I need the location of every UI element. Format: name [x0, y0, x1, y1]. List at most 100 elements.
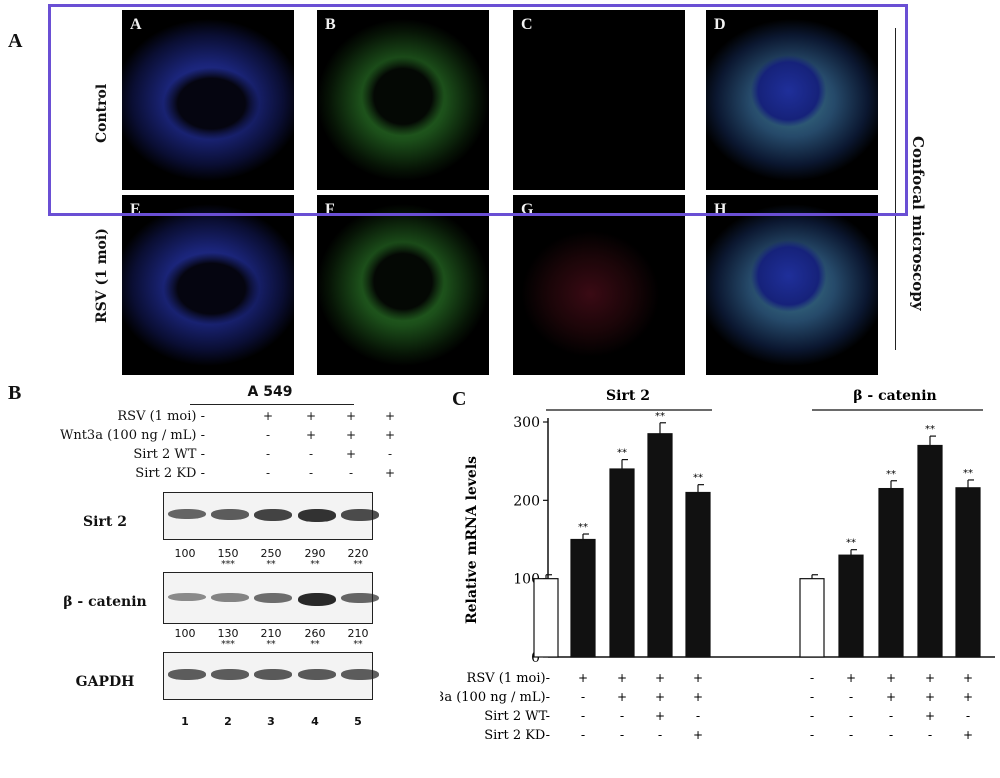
- wb-condition-mark: +: [384, 409, 396, 423]
- significance-mark: **: [617, 448, 627, 459]
- condition-mark: +: [886, 671, 896, 685]
- wb-quant-value: 150: [217, 547, 239, 560]
- wb-significance: **: [266, 560, 276, 570]
- condition-mark: -: [810, 709, 814, 723]
- wb-condition-mark: +: [345, 428, 357, 442]
- condition-mark: -: [928, 728, 932, 742]
- significance-mark: **: [886, 469, 896, 480]
- wb-quant-value: 210: [347, 627, 369, 640]
- bar: [570, 538, 596, 658]
- condition-mark: +: [617, 690, 627, 704]
- condition-mark: +: [655, 671, 665, 685]
- wb-lane-number: 1: [181, 715, 189, 728]
- wb-condition-label: Wnt3a (100 ng / mL) -: [59, 428, 205, 443]
- wb-significance: ***: [221, 640, 235, 650]
- significance-mark: **: [578, 522, 588, 533]
- condition-mark: -: [810, 671, 814, 685]
- wb-significance: **: [266, 640, 276, 650]
- y-axis-label: Relative mRNA levels: [464, 456, 480, 624]
- micrograph-label: A: [130, 16, 142, 33]
- condition-mark: -: [966, 709, 970, 723]
- condition-mark: -: [889, 709, 893, 723]
- group-title: Sirt 2: [606, 388, 650, 404]
- wb-band: [211, 593, 249, 602]
- condition-mark: +: [693, 728, 703, 742]
- side-bracket-line: [895, 28, 896, 350]
- condition-mark: +: [617, 671, 627, 685]
- wb-quant-value: 220: [347, 547, 369, 560]
- bar: [878, 487, 904, 658]
- y-tick-label: 200: [513, 493, 540, 509]
- wb-quant-value: 250: [260, 547, 282, 560]
- condition-mark: -: [849, 728, 853, 742]
- condition-mark: +: [963, 728, 973, 742]
- micrograph-label: C: [521, 16, 533, 33]
- wb-lane-number: 4: [311, 715, 319, 728]
- bar: [799, 578, 825, 658]
- micrograph-label: F: [325, 201, 335, 218]
- condition-mark: +: [963, 671, 973, 685]
- condition-mark: +: [925, 671, 935, 685]
- wb-band: [254, 669, 292, 680]
- wb-condition-mark: +: [384, 466, 396, 480]
- wb-condition-label: RSV (1 moi) -: [117, 409, 205, 424]
- wb-significance: **: [310, 560, 320, 570]
- y-tick-label: 0: [531, 650, 540, 666]
- wb-blot-label: GAPDH: [75, 674, 135, 690]
- condition-mark: +: [693, 690, 703, 704]
- wb-blot-image: [163, 572, 379, 624]
- panel-b-letter: B: [8, 382, 22, 404]
- wb-condition-mark: -: [265, 466, 271, 480]
- wb-condition-mark: +: [345, 447, 357, 461]
- condition-mark: +: [578, 671, 588, 685]
- significance-mark: **: [655, 411, 665, 422]
- wb-quant-value: 290: [304, 547, 326, 560]
- wb-significance: **: [353, 640, 363, 650]
- condition-mark: +: [925, 690, 935, 704]
- wb-significance: ***: [221, 560, 235, 570]
- wb-condition-mark: -: [308, 466, 314, 480]
- micrograph-label: D: [714, 16, 726, 33]
- wb-band: [298, 669, 336, 680]
- wb-band: [298, 593, 336, 607]
- wb-band: [168, 509, 206, 520]
- cell-line-line: [190, 404, 354, 405]
- wb-condition-mark: -: [348, 466, 354, 480]
- condition-mark: -: [810, 690, 814, 704]
- condition-label: Wnt3a (100 ng / mL)-: [440, 690, 550, 705]
- condition-mark: +: [655, 709, 665, 723]
- mrna-bar-chart: 0 100 200 300 Relative mRNA levels Sirt 2 ** **…: [440, 388, 995, 743]
- micrograph-b: B: [317, 10, 489, 190]
- wb-band: [168, 593, 206, 602]
- y-tick-label: 300: [513, 415, 540, 431]
- wb-condition-mark: +: [262, 409, 274, 423]
- bar: [838, 554, 864, 658]
- significance-mark: **: [963, 468, 973, 479]
- wb-blot-image: [163, 652, 379, 700]
- wb-quant-value: 210: [260, 627, 282, 640]
- wb-band: [168, 669, 206, 680]
- wb-band: [211, 669, 249, 680]
- condition-mark: -: [620, 728, 624, 742]
- wb-condition-mark: -: [265, 447, 271, 461]
- wb-quant-value: 260: [304, 627, 326, 640]
- wb-band: [341, 593, 379, 604]
- condition-mark: +: [886, 690, 896, 704]
- micrograph-e: E: [122, 195, 294, 375]
- condition-mark: -: [581, 709, 585, 723]
- wb-condition-mark: +: [345, 409, 357, 423]
- condition-mark: -: [849, 690, 853, 704]
- condition-mark: +: [925, 709, 935, 723]
- group-title: β - catenin: [853, 388, 937, 404]
- micrograph-h: H: [706, 195, 878, 375]
- wb-lane-number: 2: [224, 715, 232, 728]
- wb-condition-mark: +: [305, 428, 317, 442]
- bar: [917, 444, 943, 658]
- condition-mark: -: [581, 728, 585, 742]
- wb-blot-label: β - catenin: [63, 594, 147, 610]
- wb-condition-mark: +: [384, 428, 396, 442]
- wb-quant-value: 130: [217, 627, 239, 640]
- condition-mark: -: [581, 690, 585, 704]
- micrograph-c: C: [513, 10, 685, 190]
